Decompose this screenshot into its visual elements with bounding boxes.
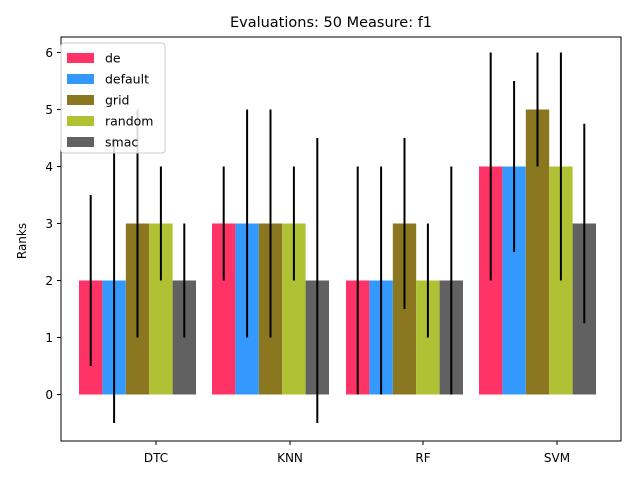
- legend-label-random: random: [105, 114, 153, 129]
- axes-frame: [60, 36, 622, 442]
- bar-default-svm: [502, 166, 526, 395]
- legend-label-smac: smac: [105, 135, 138, 150]
- legend: de default grid random smac: [60, 42, 166, 154]
- x-tick-label-dtc: DTC: [144, 451, 168, 465]
- y-tick-label-6: 6: [45, 46, 53, 60]
- x-tick-label-knn: KNN: [277, 451, 303, 465]
- legend-swatch-default: [67, 74, 94, 84]
- bar-grid-svm: [525, 109, 550, 395]
- y-tick-label-1: 1: [45, 331, 53, 345]
- bar-random-knn: [282, 223, 306, 395]
- legend-label-grid: grid: [105, 93, 129, 108]
- legend-swatch-random: [67, 116, 94, 126]
- legend-label-default: default: [105, 72, 149, 87]
- y-tick-label-5: 5: [45, 103, 53, 117]
- legend-swatch-grid: [67, 95, 94, 105]
- legend-label-de: de: [105, 51, 121, 66]
- legend-swatch-smac: [67, 137, 94, 147]
- x-tick-label-rf: RF: [415, 451, 430, 465]
- y-tick-label-2: 2: [45, 274, 53, 288]
- y-axis-label: Ranks: [15, 223, 29, 259]
- y-tick-label-4: 4: [45, 160, 53, 174]
- x-tick-label-svm: SVM: [544, 451, 570, 465]
- plot-area: 0 1 2 3 4 5 6 DTC KNN RF SVM: [45, 36, 622, 465]
- chart-title: Evaluations: 50 Measure: f1: [230, 15, 432, 31]
- bar-de-knn: [212, 223, 236, 395]
- y-tick-label-0: 0: [45, 388, 53, 402]
- bar-random-dtc: [149, 223, 173, 395]
- y-tick-label-3: 3: [45, 217, 53, 231]
- legend-swatch-de: [67, 53, 94, 63]
